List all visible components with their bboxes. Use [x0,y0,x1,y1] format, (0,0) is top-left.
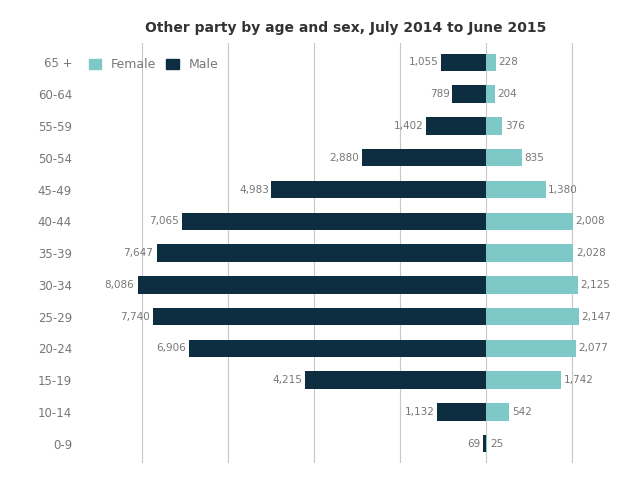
Bar [486,308,579,325]
Bar [486,54,496,71]
Bar [486,117,503,134]
Bar [486,85,495,103]
Bar [426,117,486,134]
Legend: Female, Male: Female, Male [88,58,219,71]
Text: 2,880: 2,880 [329,153,360,163]
Text: 2,147: 2,147 [581,311,611,321]
Text: 6,906: 6,906 [156,343,186,353]
Text: 25: 25 [490,439,503,449]
Bar [486,276,578,294]
Bar [486,340,576,357]
Bar [362,149,486,166]
Bar [483,435,486,453]
Text: 2,028: 2,028 [576,248,606,258]
Text: 1,402: 1,402 [394,121,423,131]
Bar [182,213,486,230]
Text: 789: 789 [429,89,449,99]
Bar [304,372,486,389]
Text: 4,215: 4,215 [272,375,302,385]
Title: Other party by age and sex, July 2014 to June 2015: Other party by age and sex, July 2014 to… [146,21,547,35]
Bar [153,308,486,325]
Bar [486,244,574,262]
Text: 1,132: 1,132 [405,407,435,417]
Bar [486,181,545,198]
Text: 2,077: 2,077 [578,343,608,353]
Text: 7,740: 7,740 [120,311,149,321]
Text: 2,125: 2,125 [580,280,610,290]
Bar [138,276,486,294]
Text: 835: 835 [525,153,545,163]
Text: 2,008: 2,008 [575,216,605,226]
Text: 228: 228 [499,57,519,67]
Text: 69: 69 [467,439,481,449]
Bar [486,372,561,389]
Text: 542: 542 [512,407,532,417]
Bar [157,244,486,262]
Text: 376: 376 [505,121,525,131]
Bar [486,213,572,230]
Bar [486,403,510,421]
Text: 204: 204 [497,89,517,99]
Text: 7,065: 7,065 [149,216,179,226]
Bar [272,181,486,198]
Text: 4,983: 4,983 [239,185,269,195]
Text: 8,086: 8,086 [104,280,135,290]
Bar [486,435,487,453]
Bar [188,340,486,357]
Text: 1,742: 1,742 [563,375,594,385]
Bar [486,149,522,166]
Bar [452,85,486,103]
Bar [437,403,486,421]
Text: 1,380: 1,380 [548,185,578,195]
Text: 7,647: 7,647 [124,248,153,258]
Text: 1,055: 1,055 [408,57,438,67]
Bar [441,54,486,71]
